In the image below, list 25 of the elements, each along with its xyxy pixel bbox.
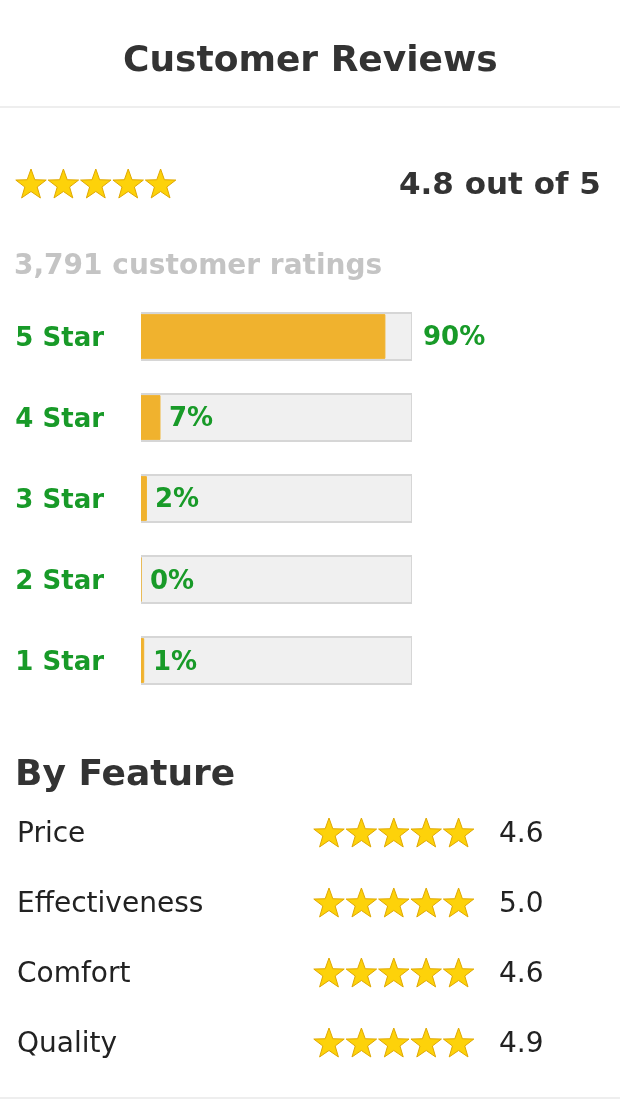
y-tick-label: 2 Star (15, 564, 105, 595)
category: Price (17, 816, 86, 849)
data-label: 1% (153, 646, 198, 676)
data-label: 4.6 (499, 956, 544, 989)
y-tick-label: 4 Star (15, 402, 105, 433)
data-label: 4.6 (499, 816, 544, 849)
category: Quality (17, 1026, 118, 1059)
category: Comfort (17, 956, 131, 989)
data-label: 0% (150, 565, 195, 595)
title: By Feature (15, 752, 236, 793)
y-tick-label: 5 Star (15, 321, 105, 352)
y-tick-label: 1 Star (15, 645, 105, 676)
bar (141, 476, 147, 521)
data-label: 90% (423, 321, 486, 351)
annotation: 3,791 customer ratings (14, 248, 383, 281)
data-label: 2% (155, 483, 200, 513)
title: Customer Reviews (123, 38, 498, 79)
data-label: 4.9 (499, 1026, 544, 1059)
bar (141, 638, 145, 683)
category: Effectiveness (17, 886, 204, 919)
data-label: 7% (169, 402, 214, 432)
data-label: 5.0 (499, 886, 544, 919)
bar (141, 395, 161, 440)
annotation: 4.8 out of 5 (399, 165, 601, 201)
y-tick-label: 3 Star (15, 483, 105, 514)
